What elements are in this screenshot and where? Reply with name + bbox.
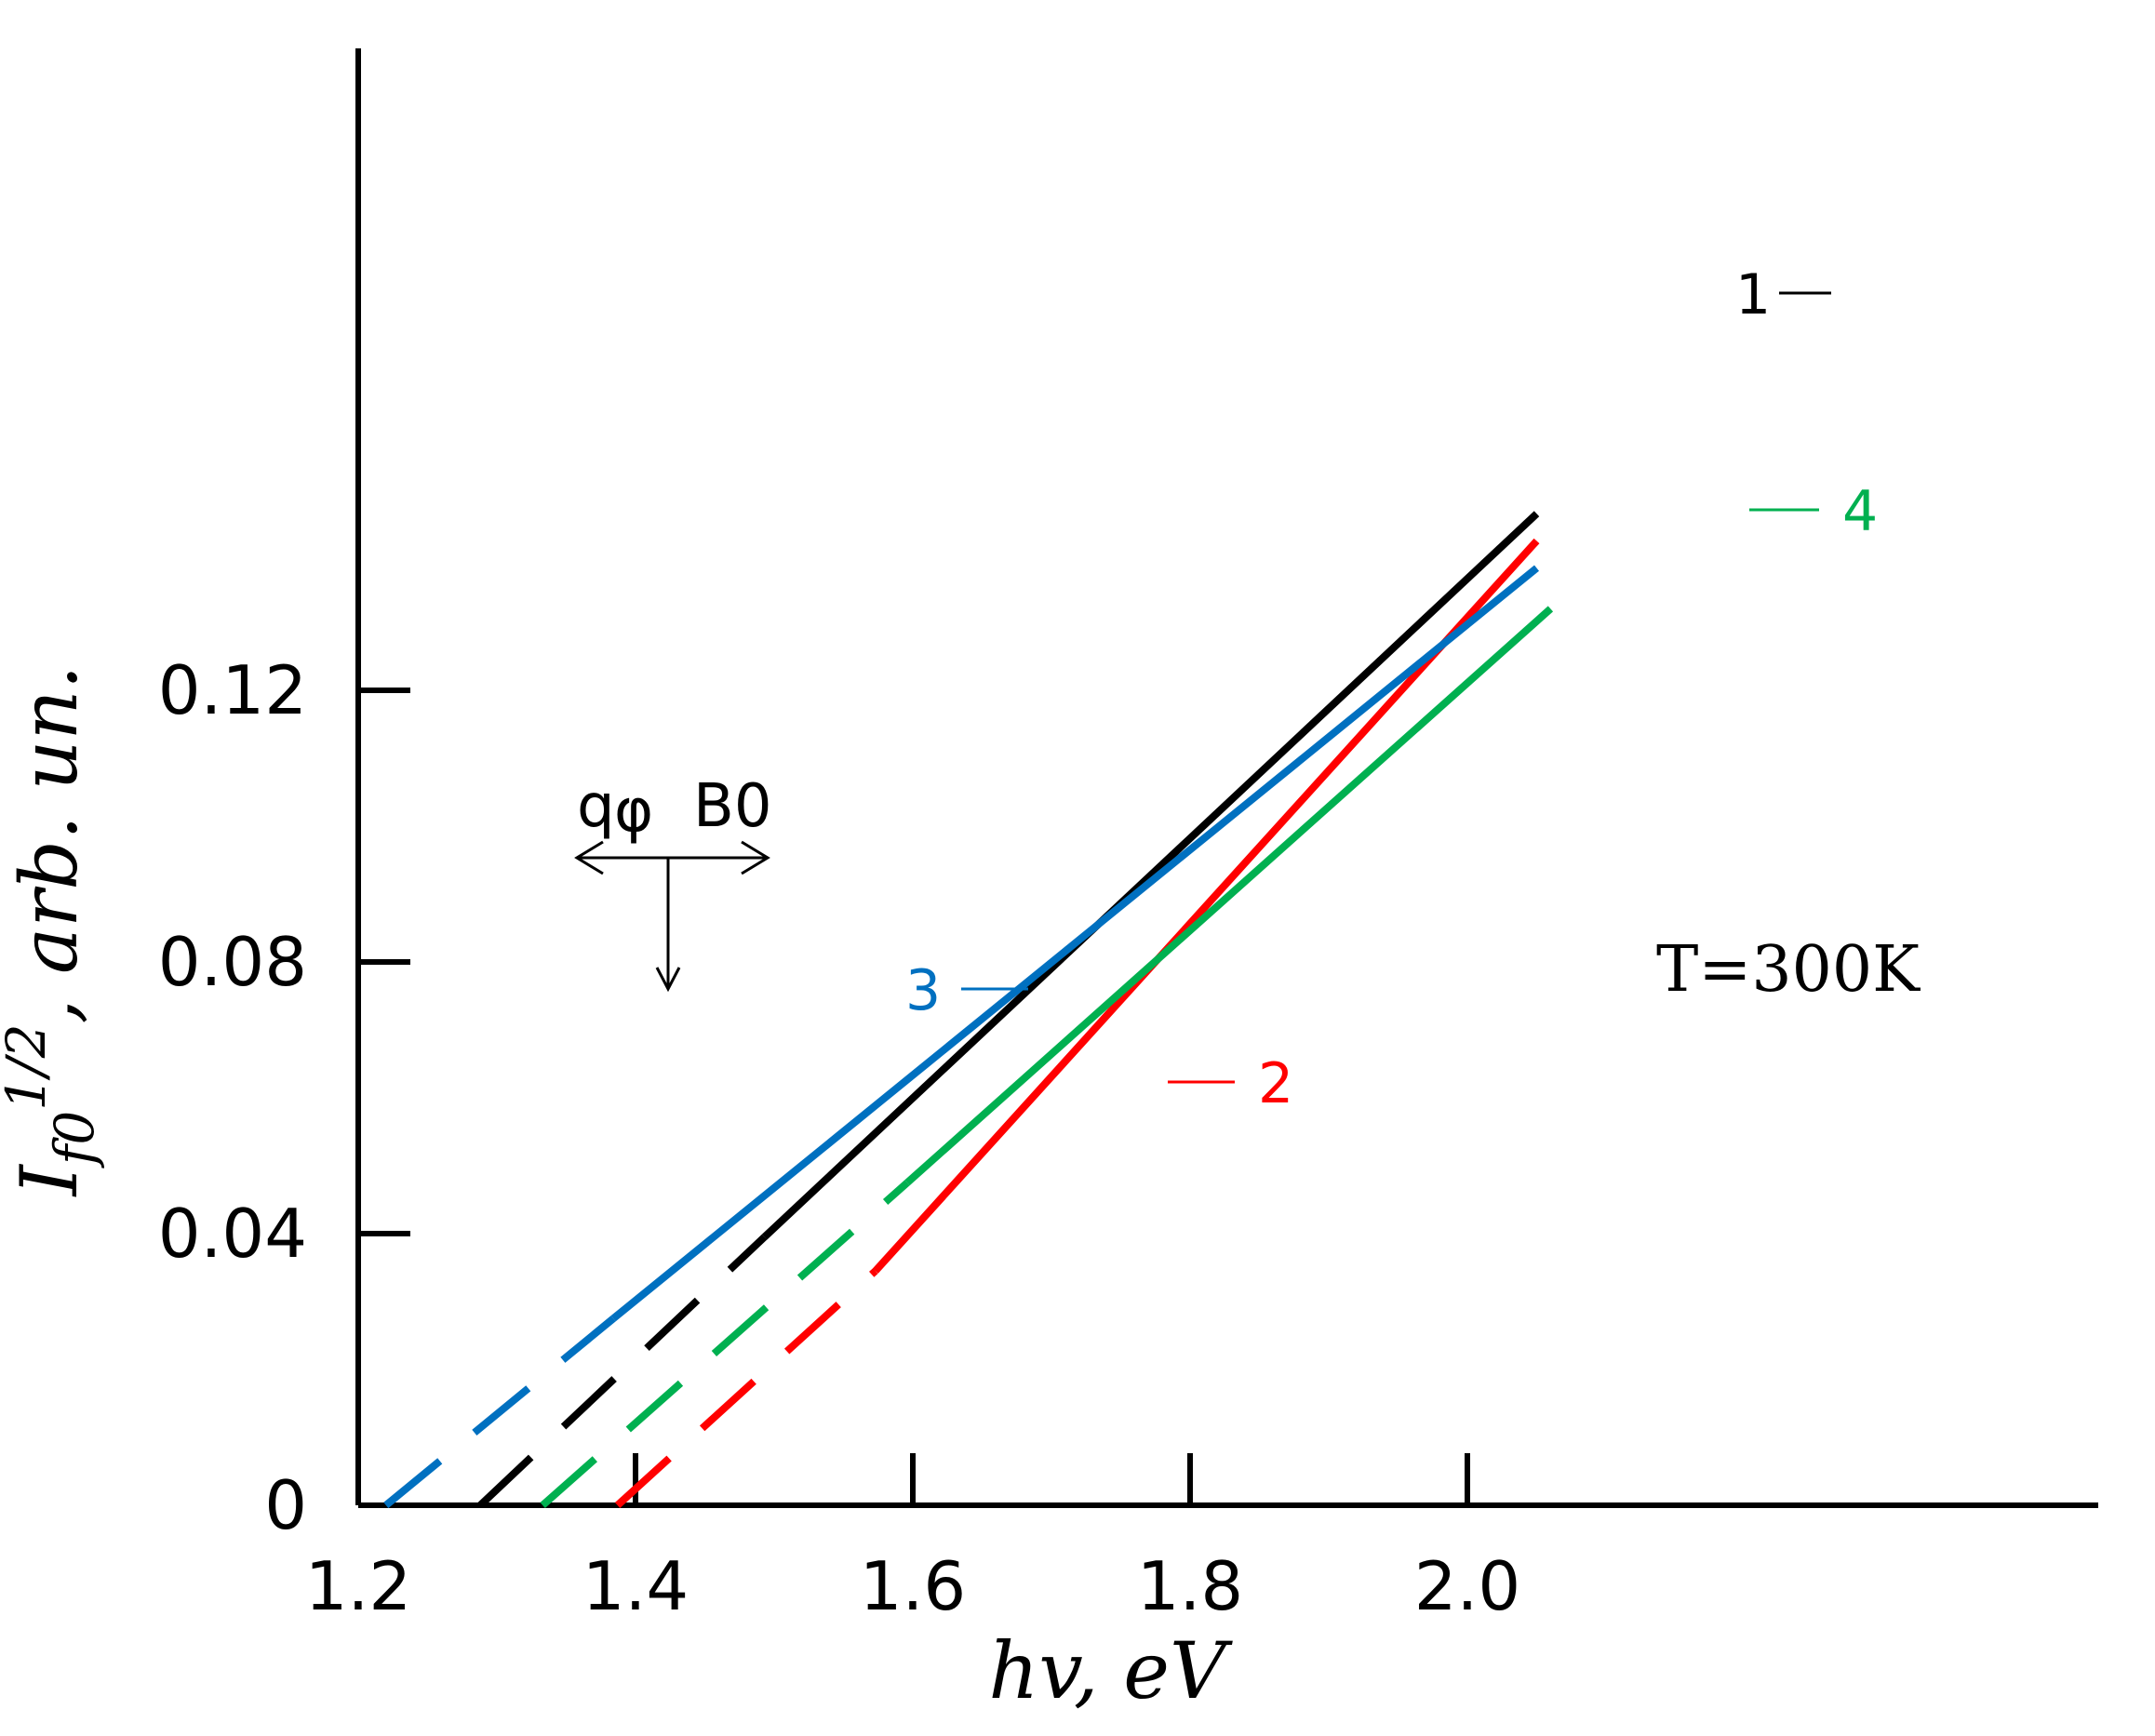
x-tick-label: 1.4: [582, 1547, 689, 1625]
barrier-left-arrow-head: [574, 840, 604, 875]
series-4-line: [904, 606, 1554, 1186]
curve-label-1: 1: [1735, 262, 1771, 327]
series-layer: [383, 511, 1554, 1509]
series-2-extrapolation: [614, 1268, 878, 1508]
series-3-line: [610, 565, 1540, 1322]
series-1-line: [761, 511, 1540, 1240]
axes: 1.2 1.4 1.6 1.8 2.0 0 0.04 0.08 0.12: [158, 48, 2098, 1625]
y-axis-title-sub: f0: [43, 1111, 106, 1168]
barrier-right-arrow-head: [741, 840, 770, 875]
x-axis-title: hv, eV: [988, 1625, 1233, 1716]
barrier-sub-label: B0: [693, 772, 772, 841]
x-tick-label: 1.2: [305, 1547, 412, 1625]
x-tick-label: 1.8: [1137, 1547, 1244, 1625]
y-tick-label: 0.08: [158, 923, 307, 1001]
curve-label-3: 3: [905, 958, 941, 1023]
series-4-extrapolation: [540, 1180, 910, 1508]
y-axis-title-sup: 1/2: [0, 1023, 58, 1110]
y-axis-title: If01/2, arb. un.: [0, 665, 106, 1198]
series-3: [383, 565, 1540, 1509]
x-tick-label: 1.6: [860, 1547, 967, 1625]
series-3-extrapolation: [383, 1315, 616, 1509]
series-2: [614, 538, 1540, 1508]
y-tick-label: 0.12: [158, 651, 307, 729]
series-1-extrapolation: [477, 1234, 768, 1508]
x-tick-label: 2.0: [1414, 1547, 1521, 1625]
temperature-label: T=300K: [1656, 933, 1921, 1007]
series-2-line: [872, 538, 1540, 1274]
barrier-phi-label: φ: [614, 777, 653, 846]
barrier-annotation: q φ B0: [574, 772, 772, 993]
y-axis-title-main: I: [4, 1163, 95, 1197]
series-1: [477, 511, 1540, 1508]
labels-layer: 1 2 3 4: [905, 262, 1878, 1116]
y-tick-label: 0.04: [158, 1195, 307, 1273]
y-tick-label: 0: [264, 1466, 307, 1544]
y-axis-title-rest: , arb. un.: [4, 665, 95, 1024]
curve-label-4: 4: [1842, 479, 1878, 544]
series-4: [540, 606, 1554, 1508]
curve-label-2: 2: [1258, 1051, 1293, 1116]
barrier-q-label: q: [577, 772, 615, 841]
barrier-down-arrow-head: [655, 967, 681, 993]
